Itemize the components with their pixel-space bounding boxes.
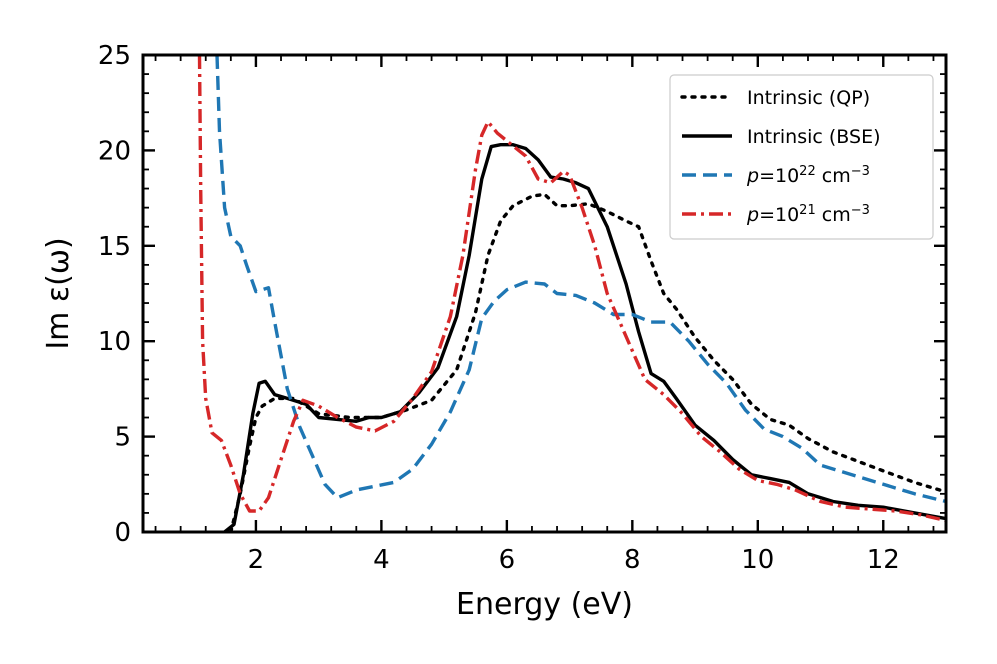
legend-label-3: p=1022 cm−3 bbox=[746, 164, 870, 188]
series-line-1 bbox=[229, 192, 946, 532]
series-line-3 bbox=[215, 55, 946, 504]
y-tick-label: 10 bbox=[98, 327, 131, 357]
x-tick-label: 12 bbox=[867, 545, 900, 575]
series-layer bbox=[197, 55, 946, 532]
x-tick-label: 6 bbox=[499, 545, 516, 575]
legend-label-1: Intrinsic (QP) bbox=[747, 87, 870, 109]
x-axis-label: Energy (eV) bbox=[456, 587, 633, 622]
legend-label-2: Intrinsic (BSE) bbox=[747, 126, 880, 148]
x-tick-label: 4 bbox=[373, 545, 390, 575]
plot-frame bbox=[141, 53, 948, 534]
x-tick-label: 8 bbox=[624, 545, 641, 575]
series-line-4 bbox=[197, 55, 946, 523]
y-tick-label: 25 bbox=[98, 41, 131, 71]
legend-box bbox=[669, 74, 934, 240]
y-tick-label: 15 bbox=[98, 232, 131, 262]
x-tick-label: 10 bbox=[741, 545, 774, 575]
y-axis-label: Im ε(ω) bbox=[41, 237, 76, 349]
legend: Intrinsic (QP) Intrinsic (BSE) p=1022 cm−3… bbox=[669, 74, 934, 240]
y-tick-label: 5 bbox=[114, 423, 131, 453]
series-line-2 bbox=[223, 143, 946, 532]
y-tick-label: 0 bbox=[114, 518, 131, 548]
legend-label-4: p=1021 cm−3 bbox=[746, 203, 870, 227]
x-tick-label: 2 bbox=[248, 545, 265, 575]
y-tick-label: 20 bbox=[98, 136, 131, 166]
